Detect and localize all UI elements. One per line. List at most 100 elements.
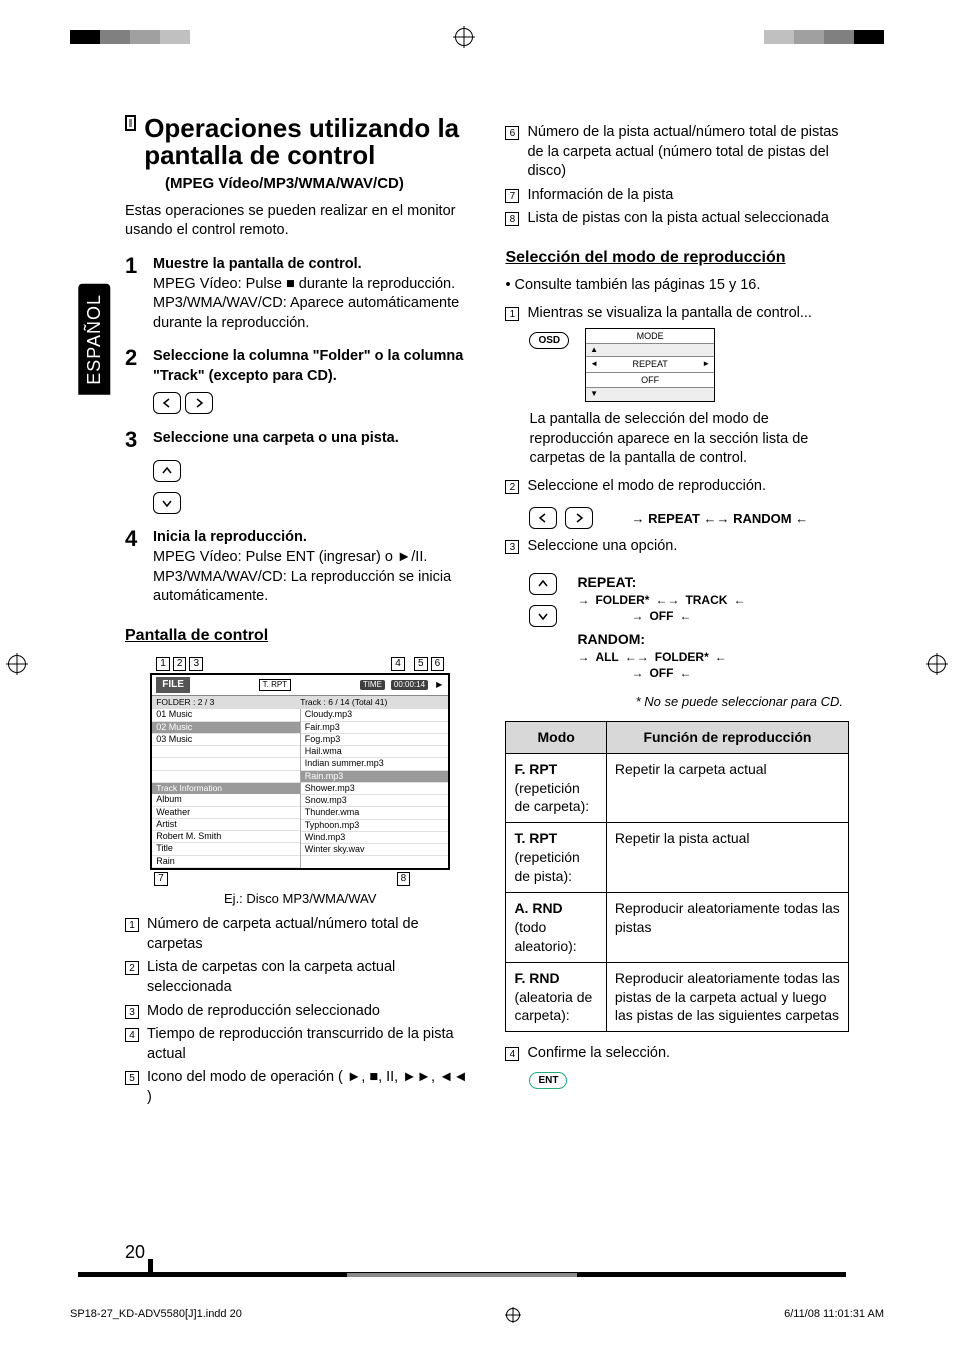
left-column: Operaciones utilizando la pantalla de co…: [125, 115, 475, 1232]
step-title: Seleccione una carpeta o una pista.: [153, 429, 475, 449]
legend-item: Lista de carpetas con la carpeta actual …: [147, 958, 475, 997]
legend-item: Información de la pista: [527, 186, 673, 206]
track-info-item: Artist: [152, 819, 300, 831]
right-column: 6Número de la pista actual/número total …: [505, 115, 849, 1232]
legend-item: Lista de pistas con la pista actual sele…: [527, 209, 828, 229]
left-button[interactable]: [153, 392, 181, 414]
callout-8: 8: [397, 872, 411, 886]
up-button[interactable]: [153, 460, 181, 482]
registration-mark: [455, 28, 473, 46]
step-number: 1: [125, 255, 143, 333]
legend-item: Modo de reproducción seleccionado: [147, 1002, 380, 1022]
track-item: Fog.mp3: [301, 734, 449, 746]
track-item: Fair.mp3: [301, 722, 449, 734]
step-body: MPEG Vídeo: Pulse ENT (ingresar) o ►/II.…: [153, 548, 475, 607]
pm-step-2: Seleccione el modo de reproducción.: [527, 477, 766, 497]
play-icon: ▶: [434, 680, 444, 691]
up-button[interactable]: [529, 573, 557, 595]
callout-7: 7: [154, 872, 168, 886]
time-value: 00:00:14: [391, 680, 428, 691]
ent-button[interactable]: ENT: [529, 1072, 567, 1090]
step-number: 4: [125, 528, 143, 606]
registration-mark-bottom: [506, 1308, 520, 1322]
track-item: Hail.wma: [301, 746, 449, 758]
control-screen-diagram: 1 2 3 4 5 6 FILE T. RPT TIME 00:00:14 ▶ …: [150, 656, 450, 907]
step-number: 2: [125, 347, 143, 415]
func-cell: Reproducir aleatoriamente todas las pist…: [606, 962, 848, 1032]
footnote: * No se puede seleccionar para CD.: [505, 693, 849, 711]
track-item: Winter sky.wav: [301, 844, 449, 856]
registration-mark-left: [8, 655, 26, 673]
section-marker-icon: [125, 115, 136, 131]
track-item: Indian summer.mp3: [301, 758, 449, 770]
track-info-item: Title: [152, 843, 300, 855]
track-info-header: Track Information: [152, 783, 300, 794]
page-content: Operaciones utilizando la pantalla de co…: [125, 115, 849, 1232]
track-info-item: Robert M. Smith: [152, 831, 300, 843]
playback-mode-heading: Selección del modo de reproducción: [505, 247, 849, 269]
time-label: TIME: [360, 680, 385, 691]
track-item: Wind.mp3: [301, 832, 449, 844]
folder-item: 03 Music: [152, 734, 300, 746]
file-label: FILE: [156, 677, 190, 693]
down-button[interactable]: [153, 492, 181, 514]
pm-step-1: 1Mientras se visualiza la pantalla de co…: [505, 304, 849, 324]
legend-item: Icono del modo de operación ( ►, ■, II, …: [147, 1068, 475, 1107]
func-cell: Repetir la carpeta actual: [606, 753, 848, 823]
step-title: Inicia la reproducción.: [153, 528, 475, 548]
legend-item: Número de carpeta actual/número total de…: [147, 915, 475, 954]
folder-row: FOLDER : 2 / 3: [156, 697, 300, 708]
modes-table: Modo Función de reproducción F. RPT(repe…: [505, 721, 849, 1033]
folder-item: 01 Music: [152, 709, 300, 721]
track-item: Rain.mp3: [301, 771, 449, 783]
th-mode: Modo: [506, 721, 606, 753]
page-number: 20: [125, 1240, 145, 1264]
pm-step-3: Seleccione una opción.: [527, 537, 677, 557]
left-button[interactable]: [529, 507, 557, 529]
step-number: 3: [125, 429, 143, 515]
step-body: MPEG Vídeo: Pulse ■ durante la reproducc…: [153, 275, 475, 334]
osd-button[interactable]: OSD: [529, 332, 569, 350]
subtitle: (MPEG Vídeo/MP3/WMA/WAV/CD): [165, 174, 475, 194]
main-title: Operaciones utilizando la pantalla de co…: [144, 115, 475, 170]
track-item: Shower.mp3: [301, 783, 449, 795]
crop-marks: [0, 0, 954, 50]
track-item: Typhoon.mp3: [301, 820, 449, 832]
page-footer-bar: [78, 1273, 846, 1277]
mode-cell: F. RND(aleatoria de carpeta):: [506, 962, 606, 1032]
right-button[interactable]: [185, 392, 213, 414]
language-tab: ESPAÑOL: [78, 284, 110, 395]
legend-item: Número de la pista actual/número total d…: [527, 123, 849, 182]
step-title: Muestre la pantalla de control.: [153, 255, 475, 275]
mode-cell: A. RND(todo aleatorio):: [506, 893, 606, 963]
step-title: Seleccione la columna "Folder" o la colu…: [153, 347, 475, 386]
track-info-item: Album: [152, 794, 300, 806]
footer-date: 6/11/08 11:01:31 AM: [784, 1307, 884, 1322]
folder-item: 02 Music: [152, 722, 300, 734]
control-screen-heading: Pantalla de control: [125, 625, 475, 647]
track-item: Snow.mp3: [301, 795, 449, 807]
mode-select-box: MODE ▲ ◄REPEAT► OFF ▼: [585, 328, 715, 402]
random-title: RANDOM:: [577, 630, 745, 649]
right-button[interactable]: [565, 507, 593, 529]
down-button[interactable]: [529, 605, 557, 627]
pm-step-1-body: La pantalla de selección del modo de rep…: [529, 410, 849, 469]
pm-step-4: Confirme la selección.: [527, 1044, 670, 1064]
folder-list: 01 Music02 Music03 Music: [152, 709, 300, 783]
legend-item: Tiempo de reproducción transcurrido de l…: [147, 1025, 475, 1064]
intro-text: Estas operaciones se pueden realizar en …: [125, 202, 475, 241]
legend-right: 6Número de la pista actual/número total …: [505, 123, 849, 229]
track-row: Track : 6 / 14 (Total 41): [300, 697, 444, 708]
track-info-item: Weather: [152, 807, 300, 819]
footer-file: SP18-27_KD-ADV5580[J]1.indd 20: [70, 1307, 242, 1322]
print-footer: SP18-27_KD-ADV5580[J]1.indd 20 6/11/08 1…: [70, 1307, 884, 1322]
track-info-item: Rain: [152, 856, 300, 868]
mode-cell: F. RPT(repetición de carpeta):: [506, 753, 606, 823]
legend-left: 1Número de carpeta actual/número total d…: [125, 915, 475, 1107]
func-cell: Repetir la pista actual: [606, 823, 848, 893]
track-info-list: AlbumWeatherArtistRobert M. SmithTitleRa…: [152, 794, 300, 868]
bullet-1: Consulte también las páginas 15 y 16.: [515, 277, 761, 293]
func-cell: Reproducir aleatoriamente todas las pist…: [606, 893, 848, 963]
repeat-title: REPEAT:: [577, 573, 745, 592]
th-func: Función de reproducción: [606, 721, 848, 753]
